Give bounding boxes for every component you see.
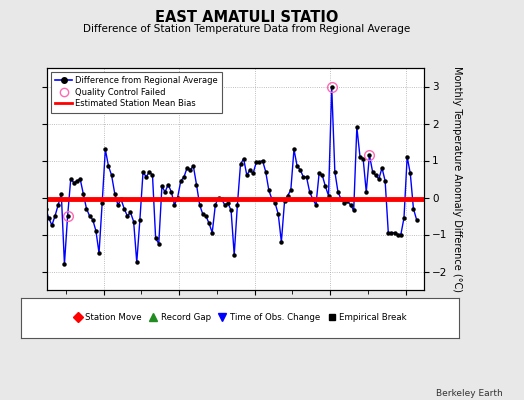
Legend: Station Move, Record Gap, Time of Obs. Change, Empirical Break: Station Move, Record Gap, Time of Obs. C… (69, 310, 410, 326)
Text: Difference of Station Temperature Data from Regional Average: Difference of Station Temperature Data f… (83, 24, 410, 34)
Text: EAST AMATULI STATIO: EAST AMATULI STATIO (155, 10, 338, 25)
Text: Berkeley Earth: Berkeley Earth (436, 389, 503, 398)
Legend: Difference from Regional Average, Quality Control Failed, Estimated Station Mean: Difference from Regional Average, Qualit… (51, 72, 222, 112)
Y-axis label: Monthly Temperature Anomaly Difference (°C): Monthly Temperature Anomaly Difference (… (452, 66, 462, 292)
